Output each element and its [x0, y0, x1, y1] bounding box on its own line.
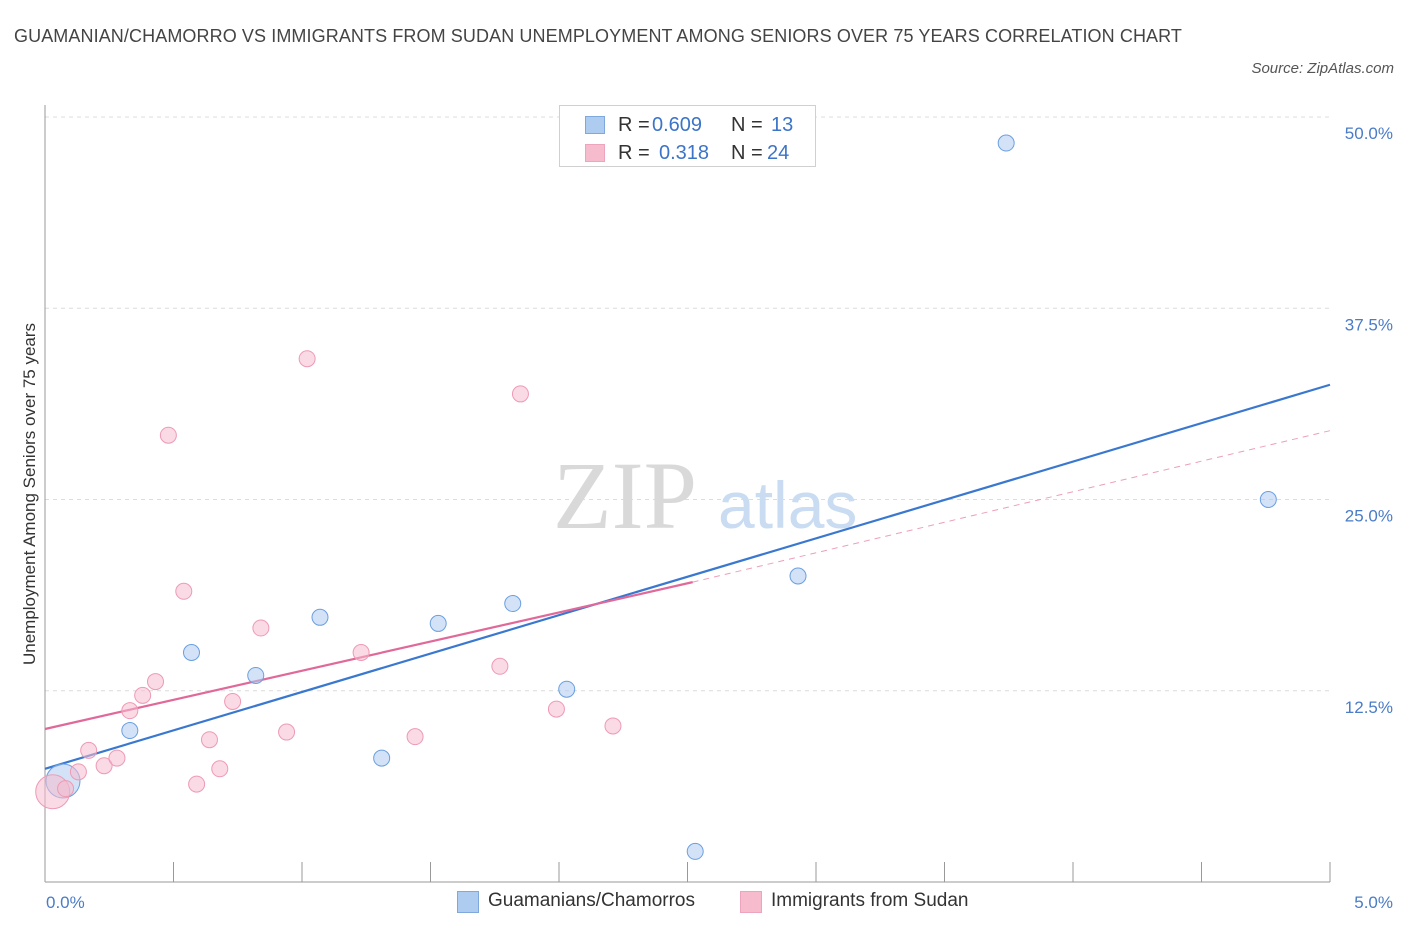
sudan-swatch-icon — [585, 144, 605, 162]
sudan-point — [278, 723, 296, 741]
sudan-point — [57, 780, 75, 798]
chart-title: GUAMANIAN/CHAMORRO VS IMMIGRANTS FROM SU… — [14, 26, 1183, 46]
axes — [44, 105, 1331, 883]
sudan-point — [252, 619, 270, 637]
sudan-point — [547, 700, 565, 718]
sudan-point — [200, 731, 218, 749]
watermark-atlas: atlas — [718, 468, 857, 542]
sudan-point — [511, 385, 529, 403]
source-label: Source: ZipAtlas.com — [1251, 60, 1394, 77]
y-axis-label: Unemployment Among Seniors over 75 years — [20, 323, 39, 665]
watermark-zip: ZIP — [553, 442, 697, 549]
data-points — [35, 134, 1277, 860]
sudan-point — [406, 728, 424, 746]
y-tick-label: 12.5% — [1345, 698, 1393, 717]
n-value: 13 — [771, 114, 794, 136]
guamanian-point — [1259, 491, 1277, 508]
sudan-point — [159, 426, 177, 444]
guamanian-point — [686, 842, 704, 860]
y-tick-label: 50.0% — [1345, 124, 1393, 143]
guamanian-point — [182, 644, 200, 661]
sudan-point — [491, 657, 509, 675]
sudan-point — [211, 760, 229, 778]
sudan-point — [121, 702, 139, 720]
y-tick-label: 25.0% — [1345, 507, 1393, 526]
r-label: R = — [618, 142, 650, 164]
sudan-point — [298, 350, 316, 368]
watermark: ZIP atlas — [553, 442, 857, 549]
x-tick-label: 0.0% — [46, 893, 85, 912]
sudan-point — [134, 686, 152, 704]
guamanian-point — [558, 680, 576, 698]
legend-label: Guamanians/Chamorros — [488, 890, 695, 911]
sudan-point — [352, 644, 370, 661]
sudan-point — [108, 749, 126, 767]
guamanian-trend-line — [44, 383, 1331, 770]
r-label: R = — [618, 114, 650, 136]
sudan-legend-swatch-icon — [740, 891, 762, 913]
legend-label: Immigrants from Sudan — [771, 890, 969, 911]
grid-lines — [45, 116, 1330, 692]
sudan-point — [95, 757, 113, 775]
sudan-point — [147, 673, 165, 691]
correlation-stats-box: R = 0.609 N = 13 R = 0.318 N = 24 — [559, 105, 816, 167]
guamanian-point — [997, 134, 1015, 152]
n-label: N = — [731, 142, 763, 164]
n-label: N = — [731, 114, 763, 136]
x-tick-label: 5.0% — [1354, 893, 1393, 912]
sudan-point — [69, 763, 87, 781]
sudan-point — [80, 741, 98, 759]
guamanian-point — [373, 749, 391, 767]
guamanian-point — [429, 614, 447, 632]
guamanian-point — [121, 722, 139, 740]
x-tick-labels: 0.0% 5.0% — [46, 893, 1393, 912]
r-value: 0.609 — [652, 114, 703, 136]
r-value: 0.318 — [659, 142, 710, 164]
guamanian-point — [789, 567, 807, 585]
sudan-point — [604, 717, 622, 735]
guamanian-point — [311, 608, 329, 626]
sudan-point — [188, 775, 206, 793]
sudan-point — [175, 582, 193, 600]
guamanian-swatch-icon — [585, 116, 605, 134]
sudan-point — [224, 692, 242, 710]
guamanian-legend-swatch-icon — [457, 891, 479, 913]
guamanian-point — [504, 595, 522, 613]
y-tick-label: 37.5% — [1345, 315, 1393, 334]
guamanian-point — [247, 666, 265, 684]
y-tick-labels: 12.5% 25.0% 37.5% 50.0% — [1345, 124, 1393, 717]
n-value: 24 — [767, 142, 790, 164]
